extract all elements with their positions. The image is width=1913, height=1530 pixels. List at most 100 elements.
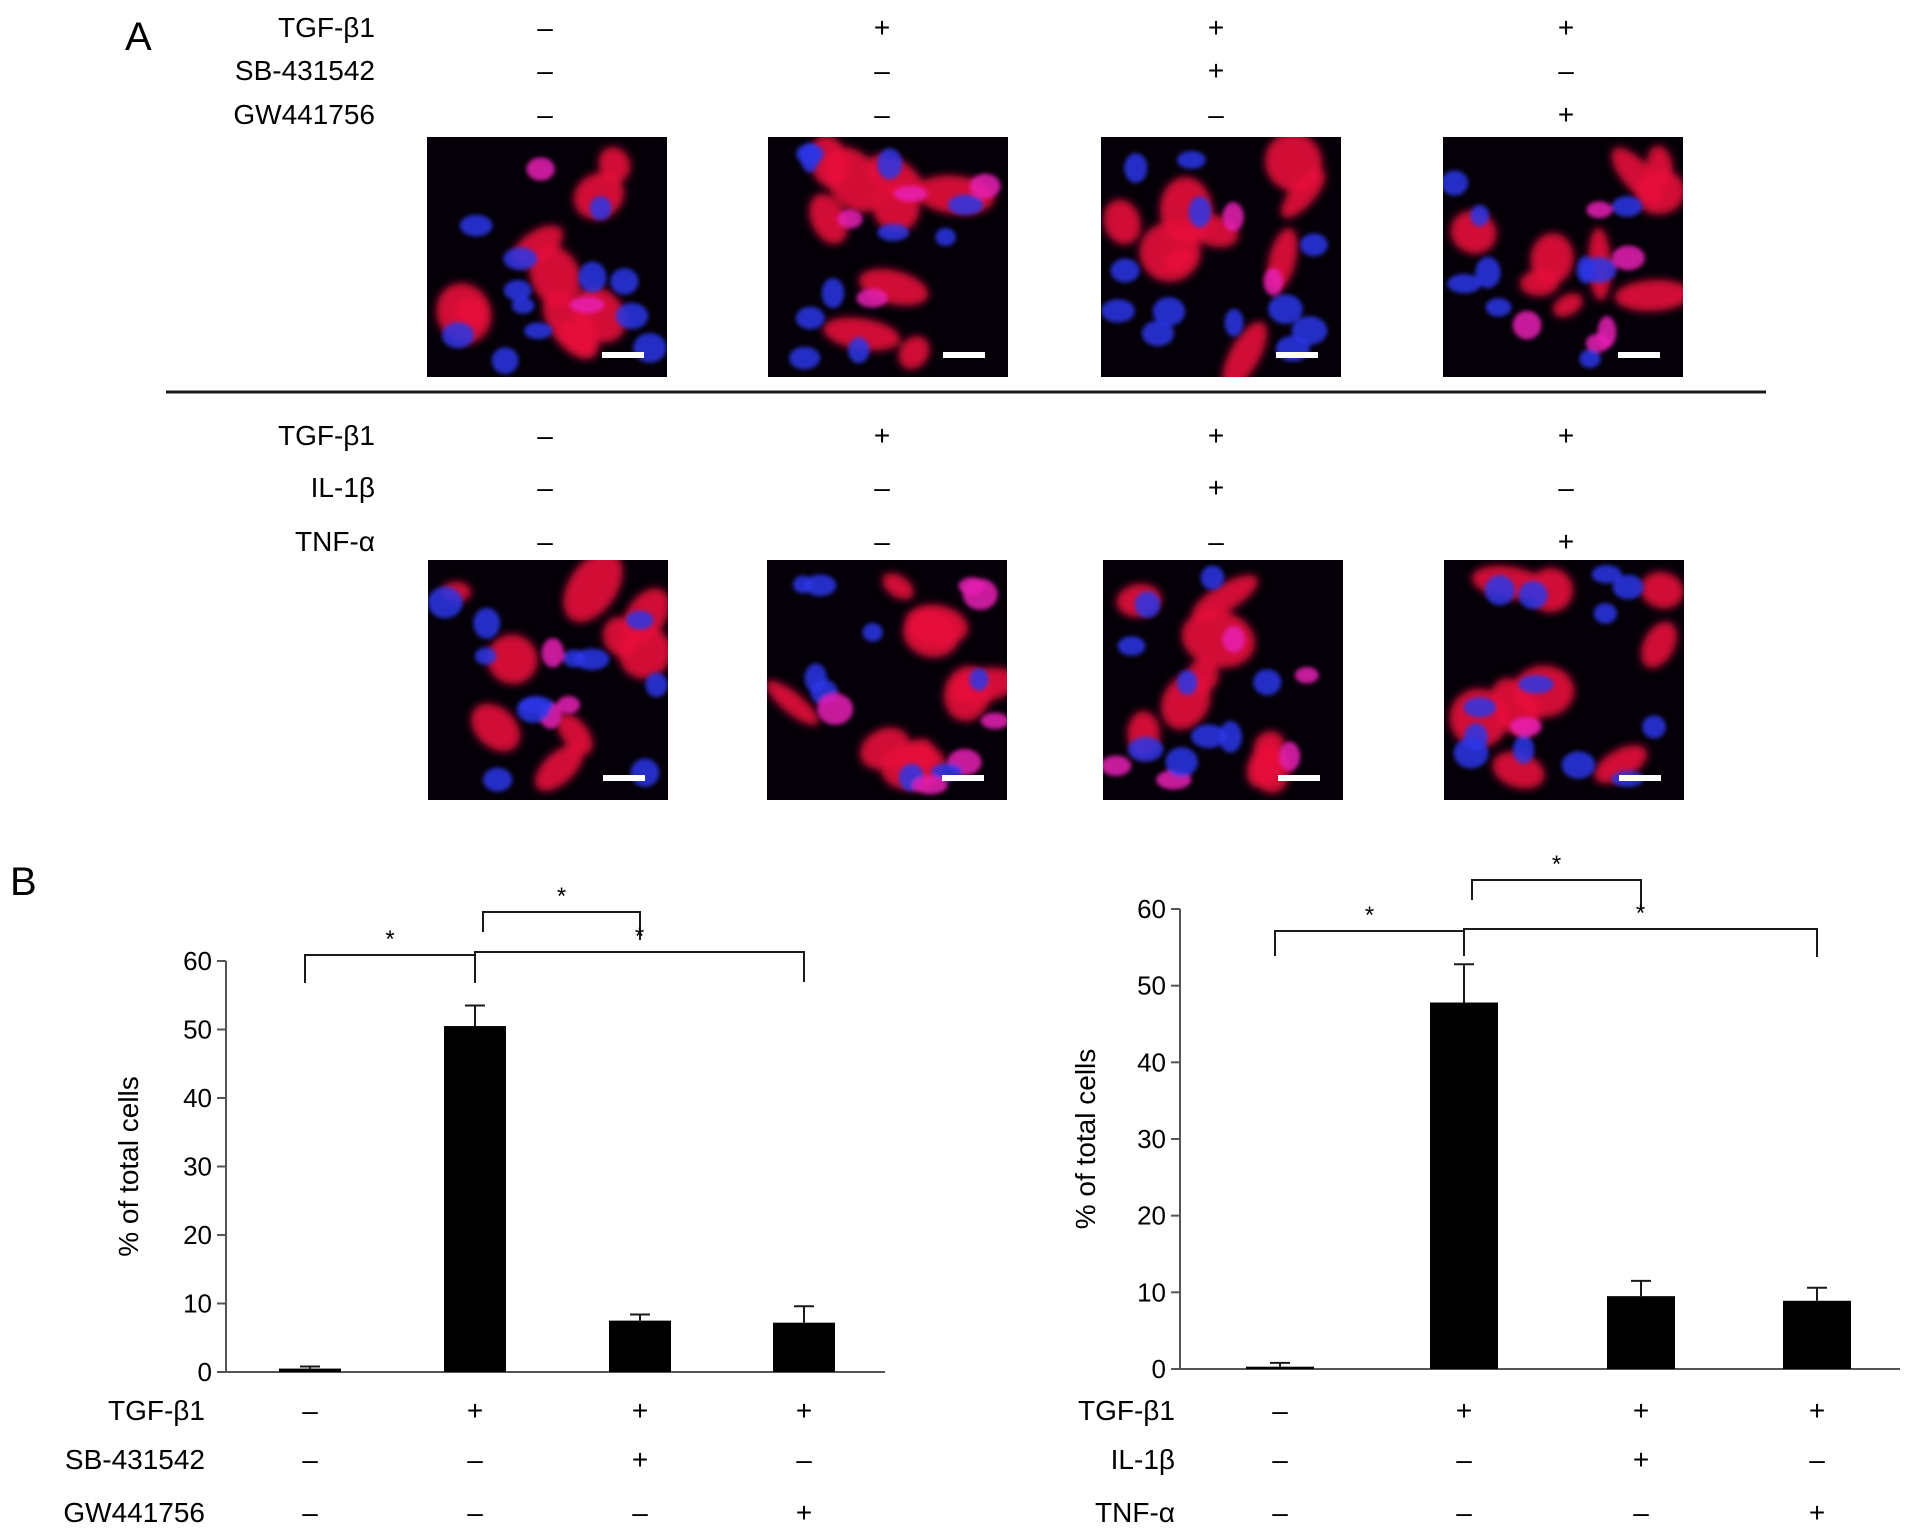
cell-body xyxy=(1552,293,1583,318)
condition-sign: – xyxy=(1456,1497,1472,1528)
cell-body xyxy=(1614,279,1683,312)
significance-bracket xyxy=(1463,928,1818,957)
y-axis-label: % of total cells xyxy=(1070,1049,1101,1230)
condition-label: TNF-α xyxy=(295,526,375,557)
condition-sign: + xyxy=(1809,1497,1825,1528)
condition-sign: – xyxy=(796,1444,812,1475)
cell-body xyxy=(1594,745,1648,784)
nuclei xyxy=(1103,565,1319,790)
nucleus xyxy=(1576,255,1595,284)
nucleus xyxy=(935,227,956,247)
cell-body xyxy=(1492,751,1545,789)
cell-body xyxy=(1611,147,1663,204)
micrograph-image xyxy=(768,137,1008,377)
nucleus xyxy=(1518,580,1548,610)
condition-sign: + xyxy=(1558,12,1574,43)
cell-body xyxy=(534,744,584,792)
nucleus xyxy=(1518,675,1554,694)
condition-label: GW441756 xyxy=(233,99,375,130)
cell-body xyxy=(563,560,623,623)
cell-bodies xyxy=(767,573,1007,790)
nucleus xyxy=(1103,755,1132,776)
y-tick-label: 0 xyxy=(1152,1354,1166,1384)
nucleus xyxy=(856,288,888,308)
scale-bar xyxy=(1278,775,1320,781)
condition-sign: + xyxy=(1558,99,1574,130)
nucleus xyxy=(1484,575,1515,606)
condition-sign: – xyxy=(1633,1497,1649,1528)
nucleus xyxy=(1294,666,1319,684)
nucleus xyxy=(1579,349,1601,368)
cell-body xyxy=(905,604,969,646)
condition-sign: + xyxy=(1208,55,1224,86)
image-content xyxy=(789,137,1001,370)
bar xyxy=(1430,1002,1498,1369)
nucleus xyxy=(1591,565,1622,584)
scale-bar xyxy=(1619,775,1661,781)
nucleus xyxy=(1512,735,1535,764)
nucleus xyxy=(491,347,519,375)
significance-marker: * xyxy=(385,926,394,953)
nucleus xyxy=(837,209,863,229)
nucleus xyxy=(615,302,649,330)
nucleus xyxy=(1593,603,1617,624)
nucleus xyxy=(645,672,668,698)
nucleus xyxy=(541,638,564,668)
y-tick-label: 10 xyxy=(1137,1277,1166,1307)
condition-sign: + xyxy=(1558,526,1574,557)
significance-marker: * xyxy=(557,883,566,910)
nucleus xyxy=(795,306,825,330)
condition-sign: – xyxy=(537,472,553,503)
condition-sign: – xyxy=(874,99,890,130)
condition-sign: – xyxy=(467,1497,483,1528)
nucleus xyxy=(578,261,607,293)
nucleus xyxy=(1219,721,1242,753)
scale-bar xyxy=(942,775,984,781)
condition-label: SB-431542 xyxy=(235,55,375,86)
panel-b-letter: B xyxy=(10,860,37,904)
nucleus xyxy=(1299,233,1328,257)
micrograph-image xyxy=(767,560,1007,800)
nucleus xyxy=(1475,256,1501,289)
cell-body xyxy=(1530,232,1574,285)
panel-a-bottom-conditions: TGF-β1 – + + + IL-1β – – + – TNF-α – – – + xyxy=(278,420,1574,557)
y-tick-label: 30 xyxy=(183,1152,212,1182)
nucleus xyxy=(1642,715,1666,739)
condition-label: TGF-β1 xyxy=(278,12,375,43)
nucleus xyxy=(482,767,513,792)
nucleus xyxy=(893,185,928,202)
condition-label: TNF-α xyxy=(1095,1497,1175,1528)
condition-sign: – xyxy=(874,472,890,503)
nucleus xyxy=(1470,204,1490,227)
scale-bar xyxy=(1618,352,1660,358)
condition-sign: – xyxy=(537,526,553,557)
nucleus xyxy=(1222,202,1244,232)
cell-body xyxy=(487,634,538,685)
bar xyxy=(609,1320,671,1372)
condition-sign: – xyxy=(1272,1395,1288,1426)
condition-sign: + xyxy=(1558,420,1574,451)
image-content xyxy=(1103,565,1319,794)
nucleus xyxy=(1443,170,1469,196)
condition-sign: + xyxy=(467,1395,483,1426)
nucleus xyxy=(1485,298,1512,317)
nucleus xyxy=(1611,245,1645,271)
condition-sign: – xyxy=(302,1395,318,1426)
nucleus xyxy=(969,173,1001,199)
nucleus xyxy=(1127,736,1164,762)
nucleus xyxy=(526,157,555,181)
nucleus xyxy=(428,586,463,619)
condition-label: TGF-β1 xyxy=(108,1395,205,1426)
cell-bodies xyxy=(441,560,668,792)
condition-sign: – xyxy=(1558,55,1574,86)
nucleus xyxy=(980,712,1007,730)
cell-body xyxy=(1640,571,1684,609)
condition-sign: + xyxy=(874,420,890,451)
nucleus xyxy=(804,574,837,597)
nucleus xyxy=(800,142,820,173)
panel-a-top-images xyxy=(427,137,1683,377)
nucleus xyxy=(912,776,948,795)
cell-body xyxy=(618,626,668,679)
nucleus xyxy=(848,337,870,364)
